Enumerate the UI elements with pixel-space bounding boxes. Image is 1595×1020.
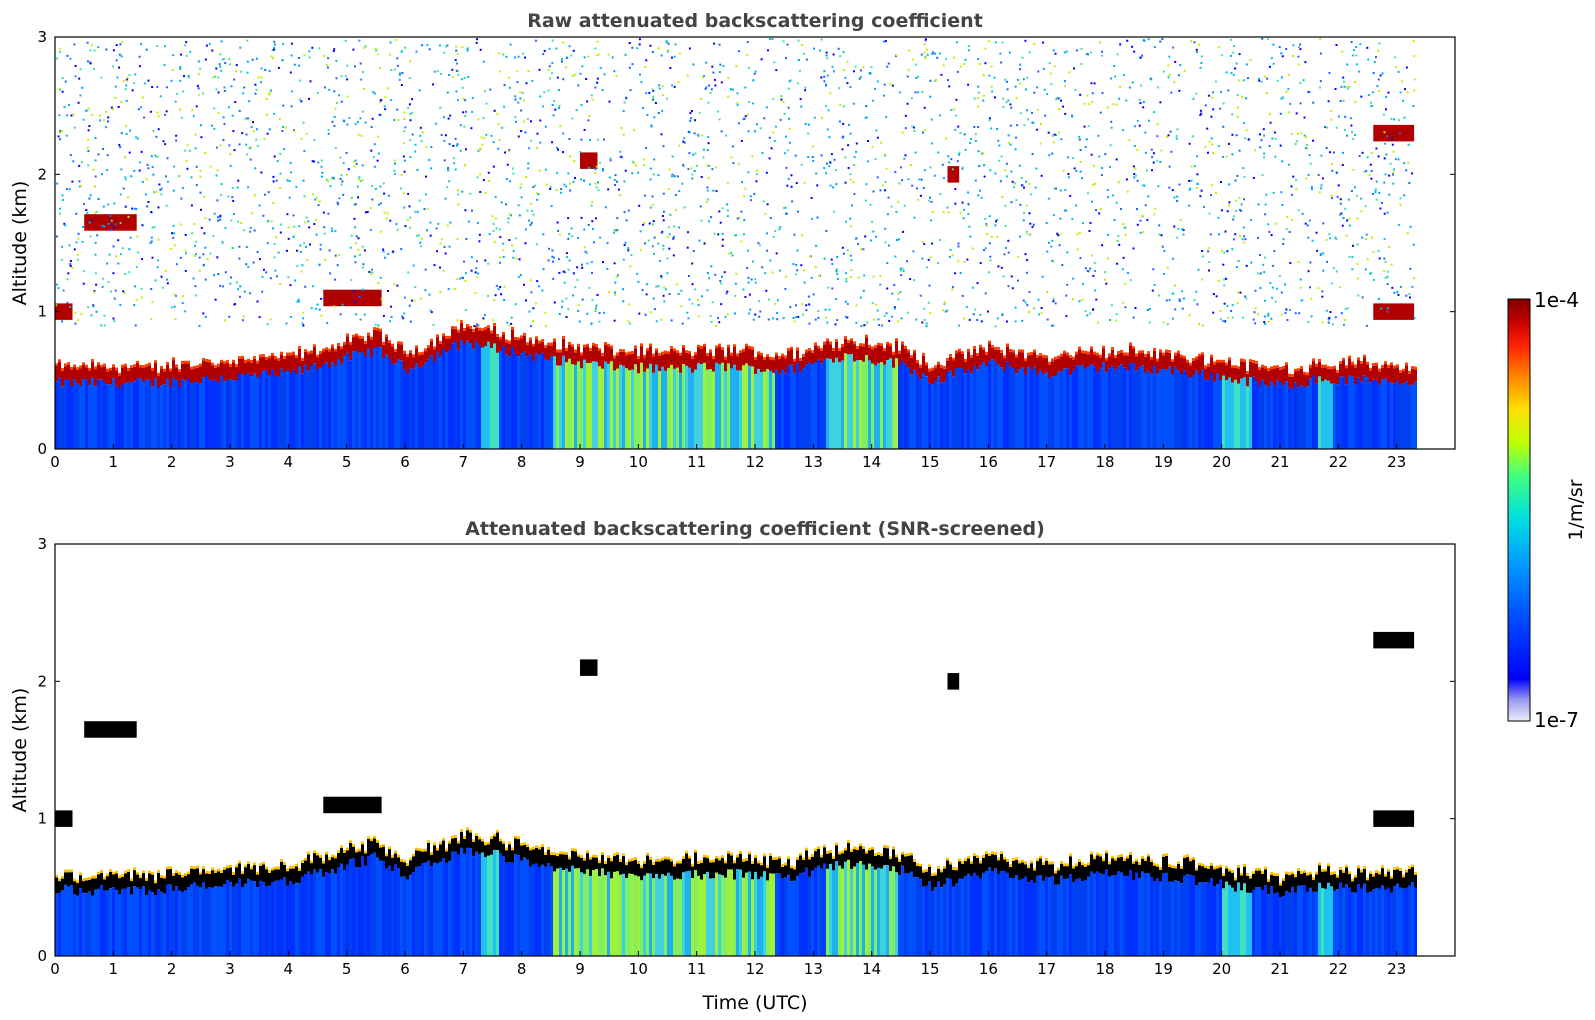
panel-raw-title: Raw attenuated backscattering coefficien… — [527, 10, 983, 32]
x-tick-label: 18 — [1095, 453, 1114, 471]
x-tick-label: 20 — [1212, 453, 1231, 471]
x-tick-label: 4 — [284, 453, 294, 471]
x-tick-label: 19 — [1154, 960, 1173, 978]
y-tick-label: 1 — [37, 303, 47, 321]
panel-raw: Raw attenuated backscattering coefficien… — [9, 10, 1456, 471]
panel-raw-heatmap — [55, 37, 1417, 449]
y-tick-label: 0 — [37, 440, 47, 458]
x-tick-label: 15 — [920, 960, 939, 978]
colorbar: 1e-4 1e-7 1/m/sr — [1507, 288, 1587, 732]
panel-screened: Attenuated backscattering coefficient (S… — [9, 518, 1456, 1014]
x-tick-label: 0 — [50, 960, 60, 978]
x-tick-label: 9 — [575, 453, 585, 471]
panel-screened-x-label: Time (UTC) — [701, 992, 807, 1014]
panel-screened-heatmap — [55, 631, 1417, 956]
x-tick-label: 5 — [342, 960, 352, 978]
x-tick-label: 16 — [979, 453, 998, 471]
x-tick-label: 21 — [1270, 960, 1289, 978]
x-tick-label: 12 — [745, 960, 764, 978]
y-tick-label: 2 — [37, 672, 47, 690]
y-tick-label: 1 — [37, 810, 47, 828]
x-tick-label: 23 — [1387, 453, 1406, 471]
x-tick-label: 22 — [1329, 453, 1348, 471]
y-tick-label: 0 — [37, 947, 47, 965]
x-tick-label: 11 — [687, 960, 706, 978]
y-tick-label: 3 — [37, 28, 47, 46]
panel-raw-y-axis: 0 1 2 3 — [37, 28, 1455, 458]
panel-screened-title: Attenuated backscattering coefficient (S… — [465, 518, 1045, 540]
colorbar-label: 1/m/sr — [1565, 479, 1587, 540]
x-tick-label: 19 — [1154, 453, 1173, 471]
x-tick-label: 14 — [862, 960, 881, 978]
x-tick-label: 23 — [1387, 960, 1406, 978]
panel-screened-y-label: Altitude (km) — [9, 688, 31, 813]
x-tick-label: 17 — [1037, 453, 1056, 471]
y-tick-label: 2 — [37, 165, 47, 183]
x-tick-label: 10 — [629, 453, 648, 471]
x-tick-label: 18 — [1095, 960, 1114, 978]
x-tick-label: 16 — [979, 960, 998, 978]
x-tick-label: 8 — [517, 960, 527, 978]
x-tick-label: 2 — [167, 453, 177, 471]
x-tick-label: 15 — [920, 453, 939, 471]
x-tick-label: 17 — [1037, 960, 1056, 978]
x-tick-label: 6 — [400, 960, 410, 978]
x-tick-label: 21 — [1270, 453, 1289, 471]
x-tick-label: 2 — [167, 960, 177, 978]
panel-screened-y-axis: 0 1 2 3 — [37, 535, 1455, 965]
x-tick-label: 22 — [1329, 960, 1348, 978]
x-tick-label: 5 — [342, 453, 352, 471]
x-tick-label: 9 — [575, 960, 585, 978]
x-tick-label: 6 — [400, 453, 410, 471]
colorbar-gradient — [1507, 298, 1531, 722]
x-tick-label: 3 — [225, 960, 235, 978]
colorbar-max-label: 1e-4 — [1534, 288, 1579, 312]
x-tick-label: 4 — [284, 960, 294, 978]
x-tick-label: 20 — [1212, 960, 1231, 978]
x-tick-label: 12 — [745, 453, 764, 471]
x-tick-label: 13 — [804, 453, 823, 471]
x-tick-label: 14 — [862, 453, 881, 471]
x-tick-label: 11 — [687, 453, 706, 471]
panel-screened-x-axis: 0 1 2 3 4 5 6 7 8 9 10 11 12 13 14 15 16 17 18 19 20 21 22 23 — [50, 951, 1406, 978]
panel-raw-y-label: Altitude (km) — [9, 181, 31, 306]
x-tick-label: 7 — [459, 960, 469, 978]
x-tick-label: 0 — [50, 453, 60, 471]
x-tick-label: 7 — [459, 453, 469, 471]
panel-raw-x-axis: 0 1 2 3 4 5 6 7 8 9 10 11 12 13 14 15 16 17 18 19 20 21 22 23 — [50, 444, 1406, 471]
x-tick-label: 1 — [109, 453, 119, 471]
colorbar-min-label: 1e-7 — [1534, 708, 1579, 732]
x-tick-label: 8 — [517, 453, 527, 471]
x-tick-label: 13 — [804, 960, 823, 978]
x-tick-label: 3 — [225, 453, 235, 471]
y-tick-label: 3 — [37, 535, 47, 553]
x-tick-label: 1 — [109, 960, 119, 978]
x-tick-label: 10 — [629, 960, 648, 978]
